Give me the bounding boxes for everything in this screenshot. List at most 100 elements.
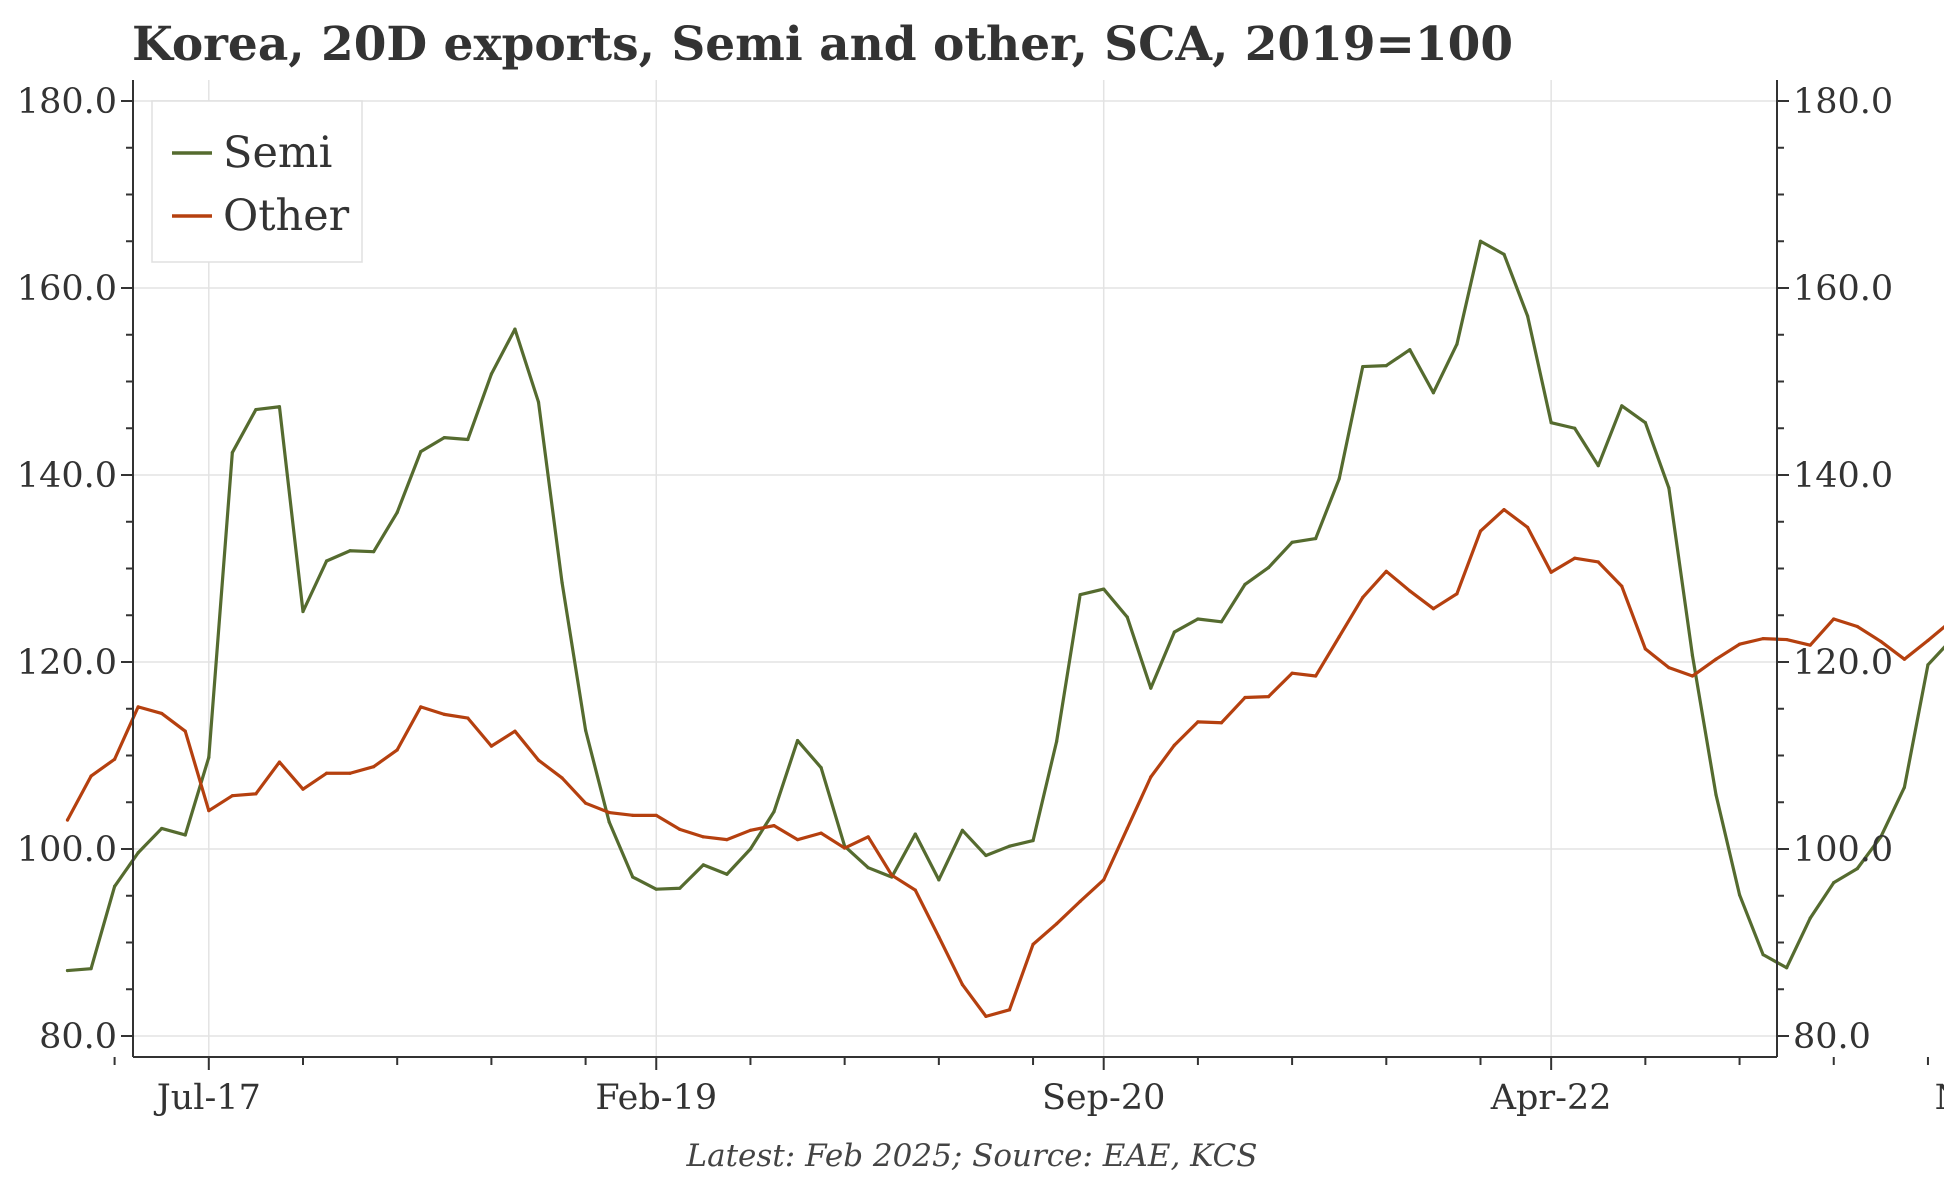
data-point-other: [348, 771, 352, 775]
data-point-semi: [1643, 421, 1647, 425]
data-point-other: [1526, 525, 1530, 529]
data-point-other: [631, 813, 635, 817]
data-point-other: [1902, 657, 1906, 661]
data-point-other: [160, 711, 164, 716]
data-point-semi: [631, 875, 635, 879]
data-point-other: [1620, 584, 1624, 588]
data-point-semi: [607, 820, 611, 824]
data-point-semi: [725, 872, 729, 876]
data-point-other: [395, 748, 399, 752]
data-point-other: [1243, 695, 1247, 700]
x-tick-label: Nov-23: [1935, 1078, 1944, 1118]
data-point-semi: [584, 728, 588, 732]
data-point-semi: [1902, 785, 1906, 789]
data-point-semi: [1808, 916, 1812, 920]
data-point-other: [772, 824, 776, 828]
data-point-other: [419, 705, 423, 709]
data-point-semi: [1007, 844, 1012, 848]
data-point-other: [536, 758, 541, 762]
data-point-other: [1314, 674, 1318, 678]
data-point-semi: [65, 968, 70, 973]
data-point-semi: [513, 327, 517, 331]
data-point-other: [795, 838, 800, 842]
data-point-other: [1337, 635, 1341, 639]
data-point-semi: [489, 372, 493, 376]
data-point-semi: [1172, 630, 1176, 634]
data-point-semi: [1690, 653, 1695, 658]
data-point-semi: [301, 609, 305, 614]
y-tick-label-right: 80.0: [1793, 1017, 1871, 1057]
data-point-semi: [1314, 536, 1318, 541]
data-point-semi: [1926, 663, 1930, 667]
data-point-semi: [536, 400, 541, 404]
series-line-semi: [65, 239, 1944, 973]
data-point-semi: [1737, 893, 1742, 897]
data-point-semi: [1761, 953, 1765, 957]
data-point-semi: [1502, 252, 1506, 256]
data-point-semi: [1573, 426, 1577, 430]
y-tick-label-left: 100.0: [17, 830, 117, 870]
y-tick-label-right: 120.0: [1793, 643, 1893, 683]
data-point-other: [1078, 899, 1082, 903]
data-point-semi: [913, 832, 917, 836]
data-point-other: [1384, 569, 1388, 573]
data-point-semi: [1102, 587, 1106, 591]
data-point-other: [1266, 694, 1271, 699]
data-point-semi: [772, 810, 776, 814]
data-point-semi: [372, 550, 376, 554]
data-point-other: [937, 935, 941, 939]
data-point-other: [1737, 642, 1742, 646]
data-point-other: [1031, 942, 1035, 946]
data-point-other: [1290, 671, 1294, 675]
data-point-other: [1055, 922, 1059, 926]
data-point-other: [1502, 507, 1506, 512]
data-point-semi: [1714, 793, 1718, 797]
data-point-other: [1596, 560, 1600, 564]
data-point-other: [183, 729, 187, 733]
data-point-other: [843, 846, 847, 850]
data-point-other: [230, 794, 234, 798]
data-point-other: [701, 835, 705, 839]
data-point-other: [65, 818, 70, 822]
x-tick-label: Sep-20: [1042, 1078, 1165, 1118]
y-tick-label-left: 80.0: [39, 1017, 117, 1057]
chart-title: Korea, 20D exports, Semi and other, SCA,…: [132, 17, 1513, 72]
data-point-other: [1007, 1008, 1012, 1012]
data-point-semi: [1855, 867, 1859, 871]
data-point-semi: [701, 863, 705, 867]
data-point-semi: [230, 450, 234, 455]
y-tick-label-left: 160.0: [17, 269, 117, 309]
source-note: Latest: Feb 2025; Source: EAE, KCS: [686, 1138, 1258, 1174]
data-point-semi: [1785, 966, 1789, 970]
data-point-other: [1549, 570, 1553, 574]
data-point-other: [1879, 639, 1883, 644]
data-point-other: [1219, 721, 1224, 725]
data-point-semi: [1337, 477, 1341, 481]
data-point-other: [678, 827, 682, 831]
data-point-other: [254, 792, 258, 796]
data-point-other: [1690, 674, 1695, 678]
data-point-other: [960, 982, 965, 987]
data-point-other: [1172, 743, 1176, 747]
data-point-semi: [183, 833, 187, 837]
data-point-semi: [442, 436, 446, 440]
data-point-other: [1125, 826, 1129, 831]
data-point-other: [984, 1014, 988, 1018]
data-point-other: [1408, 589, 1412, 593]
data-point-semi: [466, 437, 470, 442]
data-point-other: [1431, 607, 1435, 611]
data-point-semi: [1596, 464, 1600, 468]
data-point-semi: [819, 766, 823, 770]
x-tick-label: Apr-22: [1490, 1078, 1612, 1118]
data-point-semi: [1667, 486, 1671, 490]
legend: Semi Other: [151, 100, 363, 263]
data-point-semi: [795, 738, 800, 743]
data-point-other: [607, 810, 611, 815]
y-tick-label-right: 100.0: [1793, 830, 1893, 870]
data-point-other: [1785, 637, 1789, 642]
data-point-semi: [1055, 739, 1059, 744]
data-point-other: [1832, 617, 1836, 621]
data-point-semi: [1431, 391, 1435, 395]
data-point-other: [1149, 775, 1153, 779]
